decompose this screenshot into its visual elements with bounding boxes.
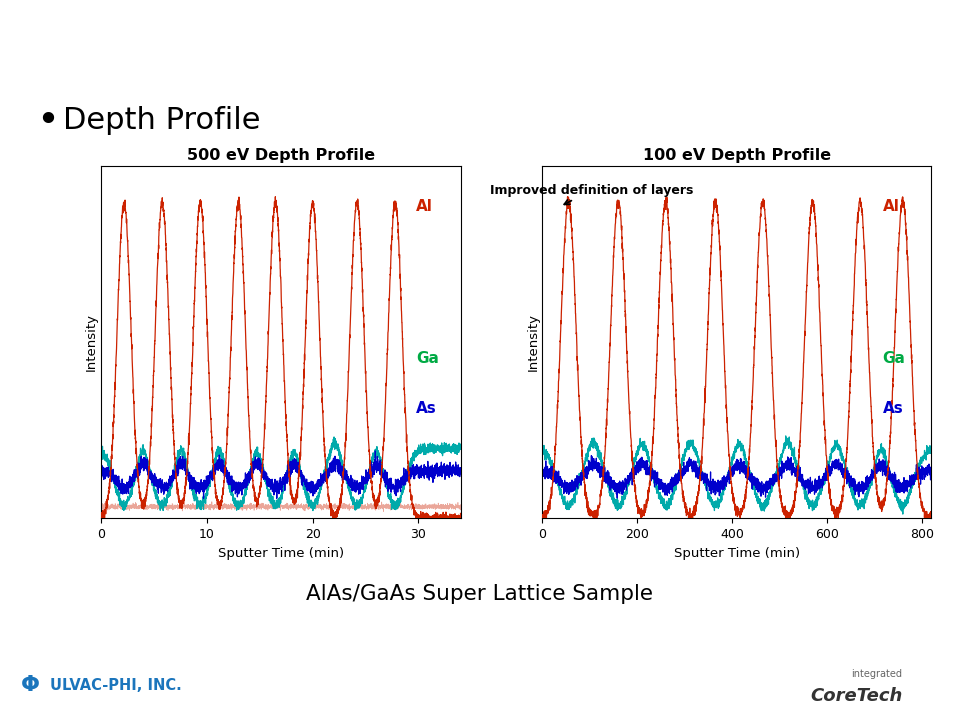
Text: Ga: Ga [416,351,439,366]
Text: Al: Al [416,199,433,215]
Text: Depth Profile: Depth Profile [63,106,261,135]
Text: Φ: Φ [0,0,68,91]
Text: Improved definition of layers: Improved definition of layers [490,184,693,204]
Title: 500 eV Depth Profile: 500 eV Depth Profile [187,148,374,163]
X-axis label: Sputter Time (min): Sputter Time (min) [674,546,800,559]
Text: integrated: integrated [852,670,902,680]
Y-axis label: Intensity: Intensity [85,313,98,371]
Text: As: As [882,400,903,415]
Text: CoreTech: CoreTech [810,687,902,705]
Text: Al: Al [882,199,900,215]
Text: AlAs/GaAs Super Lattice Sample: AlAs/GaAs Super Lattice Sample [306,584,654,604]
Y-axis label: Intensity: Intensity [527,313,540,371]
Text: ULVAC-PHI, INC.: ULVAC-PHI, INC. [50,678,181,693]
X-axis label: Sputter Time (min): Sputter Time (min) [218,546,344,559]
Text: As: As [416,400,437,415]
Title: 100 eV Depth Profile: 100 eV Depth Profile [643,148,830,163]
Text: Ga: Ga [882,351,905,366]
Text: Ion Gun basic theory: Ion Gun basic theory [115,26,553,62]
Text: Φ: Φ [21,675,40,695]
Text: •: • [36,102,59,140]
